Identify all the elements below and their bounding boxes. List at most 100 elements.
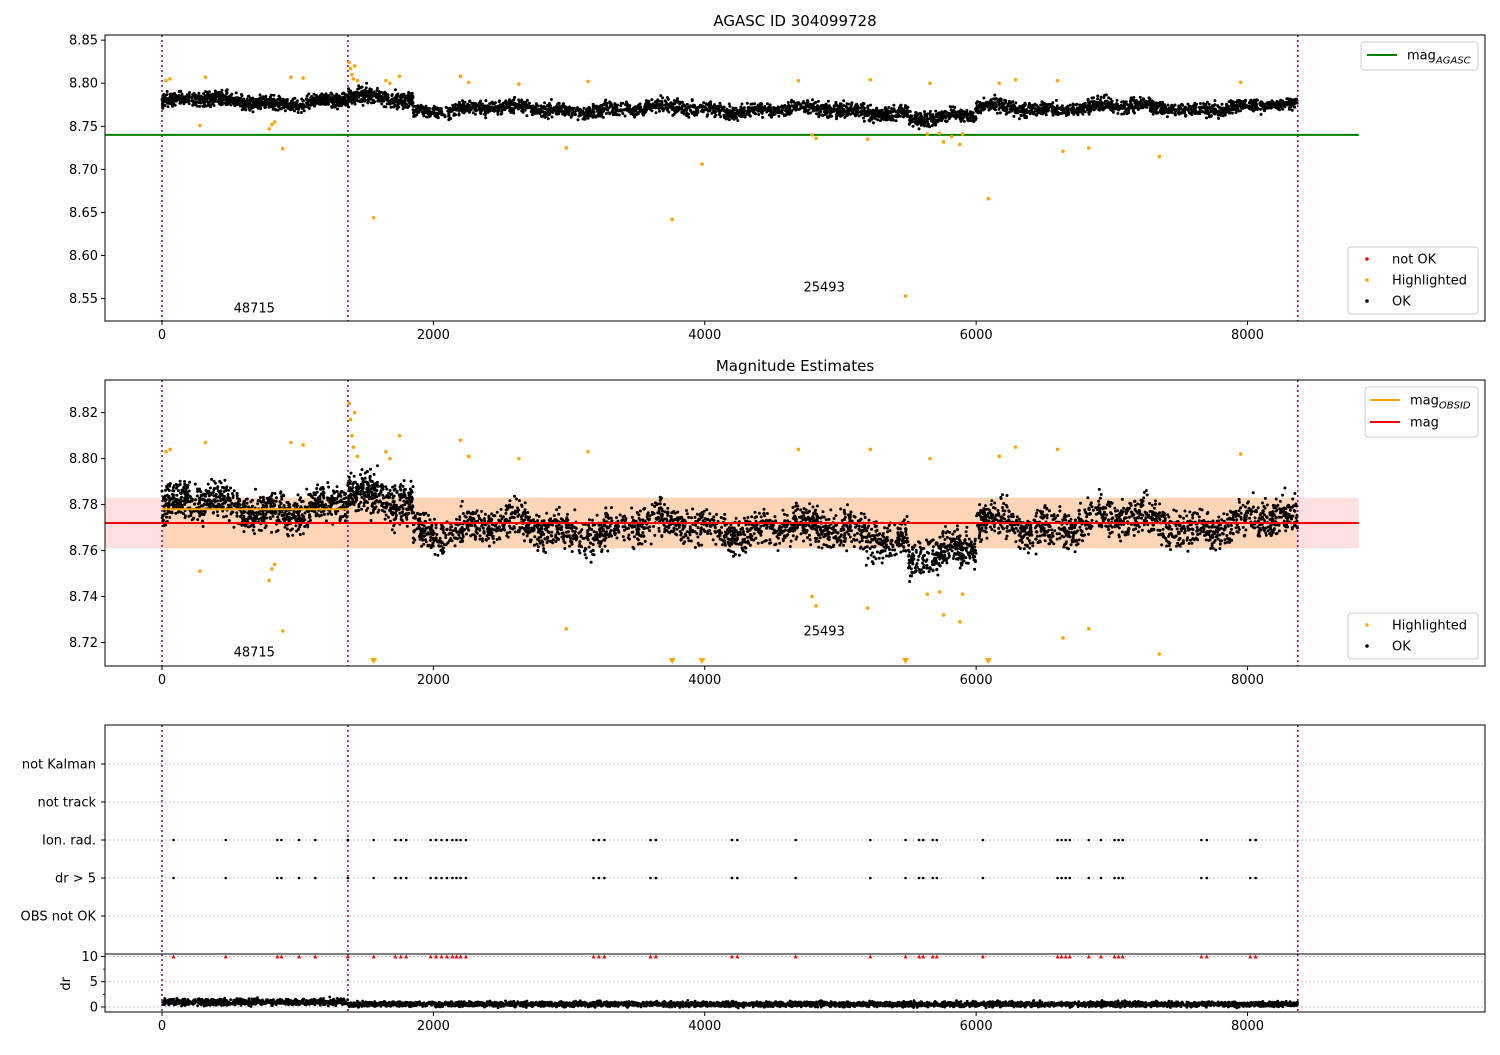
ok-point	[381, 97, 384, 100]
ok-point	[316, 96, 319, 99]
ok-point	[1217, 114, 1220, 117]
ok-point	[923, 113, 926, 116]
ok-point	[355, 95, 358, 98]
ok-point	[257, 104, 260, 107]
ok-point	[824, 109, 827, 112]
ok-point	[1116, 112, 1119, 115]
y-tick-label: 8.80	[69, 77, 98, 92]
ok-point	[1028, 102, 1031, 105]
ok-point	[1281, 108, 1284, 111]
ok-point	[1248, 101, 1251, 104]
ok-point	[571, 112, 574, 115]
ok-point	[732, 116, 735, 119]
ok-point	[660, 100, 663, 103]
ok-point	[790, 99, 793, 102]
ok-point	[814, 101, 817, 104]
highlighted-point	[1239, 81, 1243, 85]
ok-point	[213, 104, 216, 107]
ok-point	[1155, 104, 1158, 107]
obsid-label: 48715	[234, 301, 275, 316]
highlighted-point	[204, 75, 208, 79]
ok-point	[492, 102, 495, 105]
ok-point	[960, 120, 963, 123]
ok-point	[809, 112, 812, 115]
ok-point	[849, 108, 852, 111]
ok-point	[811, 98, 814, 101]
ok-point	[163, 104, 166, 107]
ok-point	[1190, 108, 1193, 111]
ok-point	[981, 102, 984, 105]
ok-point	[605, 107, 608, 110]
ok-point	[1152, 104, 1155, 107]
ok-point	[1211, 104, 1214, 107]
ok-point	[233, 103, 236, 106]
ok-point	[1177, 112, 1180, 115]
plot-area	[105, 35, 1485, 321]
ok-point	[500, 104, 503, 107]
ok-point	[869, 104, 872, 107]
ok-point	[688, 105, 691, 108]
highlighted-point	[301, 76, 305, 80]
ok-point	[952, 112, 955, 115]
ok-point	[923, 110, 926, 113]
ok-point	[264, 106, 267, 109]
ok-point	[1271, 102, 1274, 105]
ok-point	[195, 100, 198, 103]
ok-point	[1229, 108, 1232, 111]
ok-point	[673, 113, 676, 116]
ok-point	[956, 111, 959, 114]
ok-point	[918, 127, 921, 130]
ok-point	[615, 113, 618, 116]
ok-point	[1206, 107, 1209, 110]
ok-point	[1121, 105, 1124, 108]
ok-point	[920, 115, 923, 118]
ok-point	[1221, 103, 1224, 106]
highlighted-point	[987, 197, 991, 201]
ok-point	[1079, 108, 1082, 111]
highlighted-point	[350, 73, 354, 77]
ok-point	[967, 113, 970, 116]
ok-point	[161, 490, 164, 493]
ok-point	[484, 116, 487, 119]
ok-point	[889, 117, 892, 120]
ok-point	[1241, 103, 1244, 106]
ok-point	[316, 483, 319, 486]
ok-point	[1199, 102, 1202, 105]
ok-point	[824, 103, 827, 106]
legend-label: Highlighted	[1392, 274, 1467, 289]
ok-point	[895, 119, 898, 122]
ok-point	[660, 103, 663, 106]
ok-point	[705, 108, 708, 111]
ok-point	[536, 109, 539, 112]
ok-point	[444, 115, 447, 118]
ok-point	[799, 103, 802, 106]
ok-point	[1031, 107, 1034, 110]
ok-point	[1134, 106, 1137, 109]
ok-point	[763, 105, 766, 108]
ok-point	[652, 102, 655, 105]
ok-point	[1263, 107, 1266, 110]
ok-point	[702, 101, 705, 104]
ok-point	[1184, 107, 1187, 110]
ok-point	[605, 102, 608, 105]
ok-point	[1276, 103, 1279, 106]
ok-point	[923, 119, 926, 122]
ok-point	[321, 96, 324, 99]
ok-point	[1129, 105, 1132, 108]
ok-point	[1147, 96, 1150, 99]
ok-point	[249, 108, 252, 111]
ok-point	[272, 94, 275, 97]
ok-point	[1043, 102, 1046, 105]
ok-point	[1022, 104, 1025, 107]
ok-point	[1084, 110, 1087, 113]
ok-point	[1092, 100, 1095, 103]
ok-point	[1126, 103, 1129, 106]
ok-point	[737, 112, 740, 115]
ok-point	[526, 99, 529, 102]
ok-point	[167, 105, 170, 108]
ok-point	[761, 116, 764, 119]
ok-point	[544, 107, 547, 110]
ok-point	[330, 105, 333, 108]
ok-point	[944, 119, 947, 122]
